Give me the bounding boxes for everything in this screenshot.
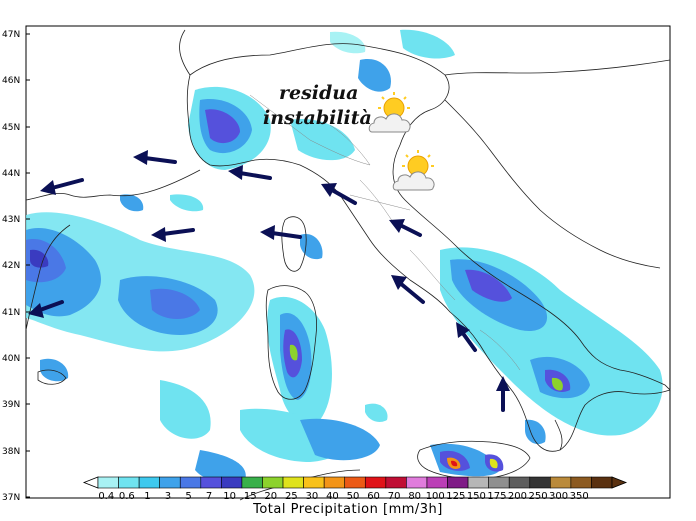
wind-arrow — [40, 178, 84, 195]
lat-label: 43N — [2, 215, 20, 225]
annotation-line-2: instabilità — [263, 107, 372, 129]
colorbar-swatch — [323, 476, 346, 489]
colorbar-level-label: 150 — [467, 491, 486, 502]
wind-arrow — [151, 227, 195, 242]
colorbar-level-label: 300 — [549, 491, 568, 502]
lat-label: 42N — [2, 261, 20, 271]
colorbar-level-label: 60 — [367, 491, 380, 502]
colorbar-level-label: 250 — [528, 491, 547, 502]
lat-label: 45N — [2, 123, 20, 133]
colorbar-over-triangle — [611, 476, 628, 489]
colorbar — [82, 476, 628, 489]
colorbar-swatch — [282, 476, 304, 489]
lat-label: 39N — [2, 400, 20, 410]
colorbar-title: Total Precipitation [mm/3h] — [252, 502, 443, 517]
colorbar-level-label: 15 — [244, 491, 257, 502]
wind-arrow — [389, 219, 422, 237]
wind-arrow — [321, 183, 357, 205]
colorbar-level-label: 25 — [285, 491, 298, 502]
lat-label: 44N — [2, 169, 20, 179]
colorbar-swatch — [591, 476, 613, 489]
lat-label: 47N — [2, 30, 20, 40]
colorbar-level-label: 5 — [185, 491, 191, 502]
partly-cloudy-icon — [368, 92, 411, 133]
wind-arrow — [391, 275, 425, 304]
annotation-line-1: residua — [279, 82, 358, 104]
wind-arrow — [260, 225, 302, 240]
colorbar-swatch — [200, 476, 222, 489]
wind-arrow — [228, 165, 272, 180]
colorbar-labels: 0.4 0.6 1 3 5 7 10 15 20 25 30 40 50 60 70 80 100 125 150 1… — [98, 491, 588, 502]
colorbar-level-label: 40 — [326, 491, 339, 502]
colorbar-level-label: 0.4 — [98, 491, 114, 502]
colorbar-swatch — [118, 476, 140, 489]
colorbar-level-label: 125 — [446, 491, 465, 502]
colorbar-swatch — [221, 476, 243, 489]
lat-label: 40N — [2, 354, 20, 364]
colorbar-level-label: 100 — [426, 491, 445, 502]
colorbar-swatch — [364, 476, 387, 489]
colorbar-level-label: 70 — [388, 491, 401, 502]
wind-arrow — [456, 322, 477, 352]
colorbar-swatch — [508, 476, 531, 489]
latitude-axis: 47N 46N 45N 44N 43N 42N 41N 40N 39N 38N … — [2, 30, 30, 503]
colorbar-level-label: 0.6 — [119, 491, 135, 502]
colorbar-swatch — [447, 476, 469, 489]
coastlines — [25, 29, 671, 501]
colorbar-swatch — [159, 476, 181, 489]
lat-label: 38N — [2, 447, 20, 457]
colorbar-level-label: 30 — [306, 491, 319, 502]
colorbar-level-label: 350 — [570, 491, 589, 502]
colorbar-level-label: 20 — [264, 491, 277, 502]
colorbar-swatch — [262, 476, 284, 489]
colorbar-swatch — [488, 476, 510, 489]
colorbar-swatch — [303, 476, 325, 489]
colorbar-level-label: 80 — [408, 491, 421, 502]
precipitation-layer — [26, 29, 663, 484]
colorbar-swatch — [179, 476, 202, 489]
colorbar-level-label: 7 — [206, 491, 212, 502]
colorbar-level-label: 3 — [165, 491, 171, 502]
colorbar-swatch — [97, 476, 119, 489]
colorbar-swatch — [529, 476, 551, 489]
wind-arrow — [28, 300, 64, 318]
wind-arrow — [133, 150, 177, 165]
colorbar-level-label: 200 — [508, 491, 527, 502]
colorbar-swatch — [426, 476, 448, 489]
colorbar-swatch — [467, 476, 489, 489]
lat-label: 46N — [2, 76, 20, 86]
wind-arrows — [28, 150, 510, 412]
colorbar-level-label: 10 — [223, 491, 236, 502]
partly-cloudy-icon — [392, 150, 435, 191]
colorbar-swatch — [241, 476, 263, 489]
wind-arrow — [496, 376, 510, 412]
colorbar-level-label: 175 — [487, 491, 506, 502]
colorbar-swatch — [344, 476, 366, 489]
colorbar-swatch — [406, 476, 428, 489]
regional-borders — [249, 94, 521, 371]
lat-label: 37N — [2, 493, 20, 503]
colorbar-swatch — [550, 476, 572, 489]
colorbar-level-label: 50 — [347, 491, 360, 502]
colorbar-swatch — [138, 476, 160, 489]
colorbar-swatch — [385, 476, 407, 489]
colorbar-swatch — [570, 476, 592, 489]
lat-label: 41N — [2, 308, 20, 318]
colorbar-level-label: 1 — [144, 491, 150, 502]
